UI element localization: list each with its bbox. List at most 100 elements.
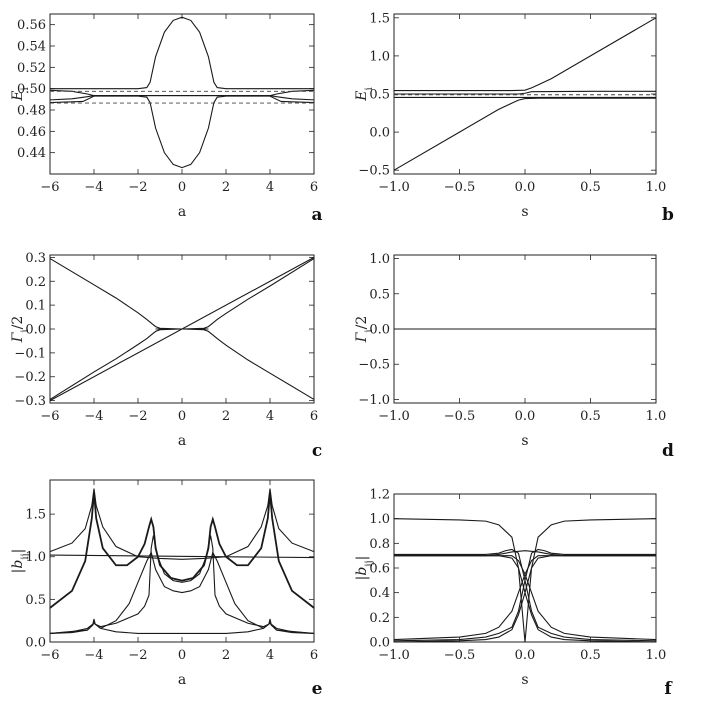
series-line-4 [49, 95, 315, 101]
x-axis-label: a [178, 204, 186, 220]
x-tick-label: −6 [40, 180, 59, 195]
x-tick-label: 6 [310, 409, 318, 424]
y-tick-label: 0.0 [25, 323, 46, 338]
panel-label: c [312, 441, 322, 461]
x-tick-label: 0.0 [515, 409, 536, 424]
y-tick-label: 0.0 [369, 636, 390, 651]
x-tick-label: 4 [266, 409, 274, 424]
y-tick-label: 0.54 [17, 40, 46, 55]
y-axis-label: Γi/2 [10, 316, 31, 344]
x-tick-label: 0 [178, 409, 186, 424]
panel-label: a [311, 205, 322, 225]
y-tick-label: 0.4 [369, 586, 390, 601]
x-axis-label: s [521, 433, 528, 449]
y-tick-label: 0.44 [17, 146, 46, 161]
series-line-1 [50, 16, 314, 90]
series-line-3 [394, 548, 657, 642]
x-tick-label: −0.5 [444, 409, 476, 424]
y-tick-label: 0.2 [25, 275, 46, 290]
x-tick-label: −4 [84, 409, 103, 424]
x-tick-label: 6 [310, 648, 318, 663]
x-tick-label: −2 [128, 409, 147, 424]
y-tick-label: −0.3 [14, 394, 46, 409]
x-tick-label: 4 [266, 180, 274, 195]
y-tick-label: 1.5 [369, 11, 390, 26]
x-tick-label: −0.5 [444, 648, 476, 663]
y-tick-label: 0.8 [369, 537, 390, 552]
x-tick-label: −4 [84, 180, 103, 195]
x-tick-label: 6 [310, 180, 318, 195]
panel-label: d [662, 441, 674, 461]
plot-frame [49, 479, 315, 643]
y-axis-label: Ei [10, 87, 31, 101]
x-tick-label: 0.5 [580, 180, 601, 195]
x-tick-label: 1.0 [646, 409, 667, 424]
series-line-3 [49, 492, 315, 609]
y-tick-label: 0.6 [369, 562, 390, 577]
x-tick-label: 0 [178, 648, 186, 663]
x-axis-label: a [178, 672, 186, 688]
panel-label: b [662, 205, 674, 225]
y-tick-label: 0.48 [17, 104, 46, 119]
series-line-6 [49, 622, 315, 635]
x-tick-label: 1.0 [646, 648, 667, 663]
x-axis-label: s [521, 672, 528, 688]
y-tick-label: 1.2 [369, 488, 390, 503]
y-tick-label: −0.1 [14, 346, 46, 361]
x-tick-label: 2 [222, 180, 230, 195]
y-axis-label: Γi/2 [354, 316, 375, 344]
x-tick-label: −2 [128, 180, 147, 195]
x-axis-label: a [178, 433, 186, 449]
x-tick-label: −1.0 [378, 648, 410, 663]
y-axis-label: |bij| [10, 549, 31, 574]
x-tick-label: 0.5 [580, 648, 601, 663]
x-tick-label: −2 [128, 648, 147, 663]
series-line-7 [393, 555, 656, 643]
x-tick-label: 0.5 [580, 409, 601, 424]
panel-f: −1.0 −0.5 0.0 0.5 1.0 0.0 0.2 0.4 0.6 0.8 1.0 1.2 s |… [354, 488, 673, 700]
x-tick-label: 0 [178, 180, 186, 195]
y-axis-label: Ei [354, 87, 375, 101]
x-tick-label: 0.0 [515, 180, 536, 195]
panel-a: −6 −4 −2 0 2 4 6 0.44 0.46 0.48 0.50 0.52 0.54 0.56 a E… [10, 13, 323, 225]
y-tick-label: −0.5 [358, 358, 390, 373]
series-line-4 [49, 535, 315, 635]
y-axis-label: |bij| [354, 556, 375, 581]
panel-c: −6 −4 −2 0 2 4 6 −0.3 −0.2 −0.1 0.0 0.1 0.2 0.3 a Γi/2 c [10, 251, 322, 461]
series-line-5 [393, 555, 656, 641]
panel-label: e [312, 679, 323, 699]
x-tick-label: −1.0 [378, 409, 410, 424]
y-tick-label: 0.5 [25, 593, 46, 608]
y-tick-label: 0.1 [25, 299, 46, 314]
x-tick-label: −6 [40, 409, 59, 424]
x-tick-label: 4 [266, 648, 274, 663]
x-tick-label: −0.5 [444, 180, 476, 195]
series-line-1 [393, 518, 657, 643]
y-tick-label: 1.5 [25, 508, 46, 523]
y-tick-label: 0.50 [17, 82, 46, 97]
y-tick-label: 0.5 [369, 287, 390, 302]
y-tick-label: 1.0 [25, 550, 46, 565]
series-line-1 [394, 17, 657, 92]
series-line-5 [49, 550, 315, 635]
y-tick-label: 1.0 [369, 252, 390, 267]
x-axis-label: s [521, 204, 528, 220]
y-tick-label: 1.0 [369, 49, 390, 64]
panel-e: −6 −4 −2 0 2 4 6 0.0 0.5 1.0 1.5 a |bij| e [10, 479, 323, 699]
series-line-2 [49, 488, 315, 560]
x-tick-label: 2 [222, 648, 230, 663]
series-line-3 [394, 90, 656, 95]
series-line-1 [49, 554, 315, 559]
plot-frame [393, 493, 657, 643]
series-line-8 [394, 555, 657, 643]
y-tick-label: 0.5 [369, 88, 390, 103]
y-tick-label: 0.52 [17, 61, 46, 76]
x-tick-label: 1.0 [646, 180, 667, 195]
y-tick-label: 0.56 [17, 18, 46, 33]
y-tick-label: 1.0 [369, 512, 390, 527]
y-tick-label: −1.0 [358, 393, 390, 408]
series-line-2 [393, 97, 656, 171]
y-tick-label: 0.46 [17, 125, 46, 140]
